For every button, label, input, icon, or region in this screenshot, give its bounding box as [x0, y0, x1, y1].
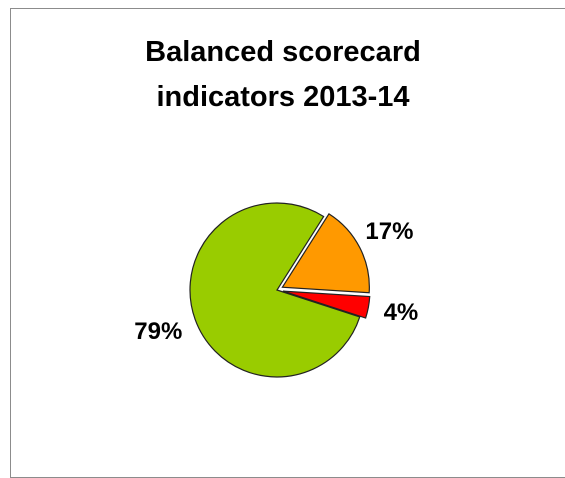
- pie-slice: [282, 290, 371, 319]
- pie-slice: [281, 212, 370, 294]
- data-label: 4%: [384, 299, 419, 326]
- data-label: 17%: [365, 218, 413, 245]
- pie-slice: [189, 202, 361, 378]
- data-label: 79%: [134, 318, 182, 345]
- chart-title: Balanced scorecard indicators 2013-14: [145, 36, 421, 113]
